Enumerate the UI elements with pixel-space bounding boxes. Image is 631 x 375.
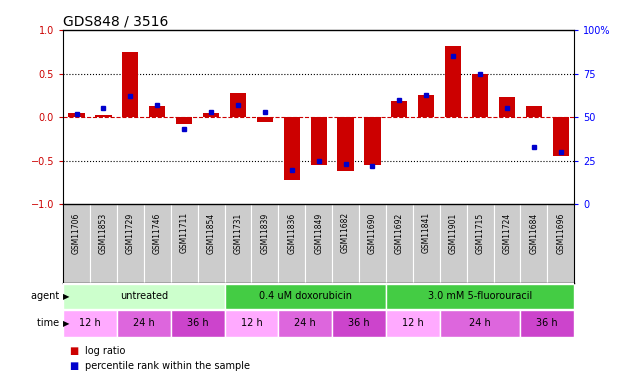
Text: ▶: ▶ bbox=[62, 319, 69, 328]
Bar bbox=[225, 284, 386, 309]
Bar bbox=[493, 204, 521, 283]
Text: GDS848 / 3516: GDS848 / 3516 bbox=[63, 15, 168, 29]
Bar bbox=[521, 310, 574, 337]
Bar bbox=[278, 204, 305, 283]
Bar bbox=[310, 117, 327, 165]
Bar bbox=[198, 204, 225, 283]
Text: 12 h: 12 h bbox=[79, 318, 101, 328]
Text: GSM11711: GSM11711 bbox=[180, 212, 189, 254]
Bar bbox=[284, 117, 300, 180]
Text: GSM11841: GSM11841 bbox=[422, 212, 431, 254]
Text: 36 h: 36 h bbox=[536, 318, 558, 328]
Bar bbox=[445, 46, 461, 117]
Text: GSM11731: GSM11731 bbox=[233, 212, 242, 254]
Bar bbox=[63, 284, 225, 309]
Bar bbox=[391, 102, 408, 117]
Text: GSM11692: GSM11692 bbox=[395, 212, 404, 254]
Bar bbox=[69, 113, 85, 117]
Bar bbox=[144, 204, 171, 283]
Text: GSM11715: GSM11715 bbox=[476, 212, 485, 254]
Text: GSM11706: GSM11706 bbox=[72, 212, 81, 254]
Bar bbox=[203, 113, 219, 117]
Text: 12 h: 12 h bbox=[402, 318, 423, 328]
Bar bbox=[526, 106, 542, 117]
Bar bbox=[225, 310, 278, 337]
Bar bbox=[257, 117, 273, 122]
Text: 36 h: 36 h bbox=[348, 318, 370, 328]
Bar bbox=[386, 284, 574, 309]
Bar bbox=[171, 310, 225, 337]
Bar bbox=[547, 204, 574, 283]
Bar bbox=[171, 204, 198, 283]
Bar bbox=[499, 97, 515, 117]
Bar bbox=[418, 95, 434, 117]
Text: GSM11729: GSM11729 bbox=[126, 212, 135, 254]
Text: log ratio: log ratio bbox=[85, 346, 126, 355]
Text: GSM11684: GSM11684 bbox=[529, 212, 538, 254]
Text: percentile rank within the sample: percentile rank within the sample bbox=[85, 361, 250, 370]
Bar bbox=[95, 115, 112, 117]
Text: 3.0 mM 5-fluorouracil: 3.0 mM 5-fluorouracil bbox=[428, 291, 532, 301]
Bar bbox=[386, 204, 413, 283]
Bar bbox=[413, 204, 440, 283]
Text: ▶: ▶ bbox=[62, 292, 69, 301]
Text: ■: ■ bbox=[69, 361, 79, 370]
Bar bbox=[117, 310, 171, 337]
Bar bbox=[338, 117, 353, 171]
Text: 24 h: 24 h bbox=[133, 318, 155, 328]
Text: ■: ■ bbox=[69, 346, 79, 355]
Bar bbox=[122, 52, 138, 117]
Bar bbox=[305, 204, 332, 283]
Text: time: time bbox=[37, 318, 62, 328]
Bar bbox=[251, 204, 278, 283]
Bar bbox=[332, 310, 386, 337]
Bar bbox=[278, 310, 332, 337]
Bar bbox=[117, 204, 144, 283]
Text: GSM11690: GSM11690 bbox=[368, 212, 377, 254]
Text: GSM11836: GSM11836 bbox=[287, 212, 296, 254]
Text: GSM11853: GSM11853 bbox=[99, 212, 108, 254]
Bar bbox=[364, 117, 380, 165]
Text: untreated: untreated bbox=[120, 291, 168, 301]
Text: GSM11746: GSM11746 bbox=[153, 212, 162, 254]
Text: GSM11839: GSM11839 bbox=[261, 212, 269, 254]
Bar bbox=[63, 310, 117, 337]
Bar bbox=[440, 310, 521, 337]
Text: GSM11696: GSM11696 bbox=[557, 212, 565, 254]
Bar bbox=[225, 204, 251, 283]
Bar bbox=[230, 93, 246, 117]
Bar bbox=[472, 74, 488, 117]
Bar bbox=[386, 310, 440, 337]
Bar bbox=[359, 204, 386, 283]
Text: 36 h: 36 h bbox=[187, 318, 208, 328]
Text: 24 h: 24 h bbox=[294, 318, 316, 328]
Text: GSM11849: GSM11849 bbox=[314, 212, 323, 254]
Bar bbox=[149, 106, 165, 117]
Bar bbox=[90, 204, 117, 283]
Text: GSM11854: GSM11854 bbox=[206, 212, 216, 254]
Text: agent: agent bbox=[31, 291, 62, 301]
Text: GSM11682: GSM11682 bbox=[341, 212, 350, 254]
Bar bbox=[176, 117, 192, 124]
Bar bbox=[440, 204, 466, 283]
Text: 0.4 uM doxorubicin: 0.4 uM doxorubicin bbox=[259, 291, 351, 301]
Bar bbox=[466, 204, 493, 283]
Bar bbox=[521, 204, 547, 283]
Bar bbox=[63, 204, 90, 283]
Text: GSM11724: GSM11724 bbox=[502, 212, 512, 254]
Text: 24 h: 24 h bbox=[469, 318, 491, 328]
Bar bbox=[332, 204, 359, 283]
Text: GSM11901: GSM11901 bbox=[449, 212, 457, 254]
Bar bbox=[553, 117, 569, 156]
Text: 12 h: 12 h bbox=[240, 318, 262, 328]
